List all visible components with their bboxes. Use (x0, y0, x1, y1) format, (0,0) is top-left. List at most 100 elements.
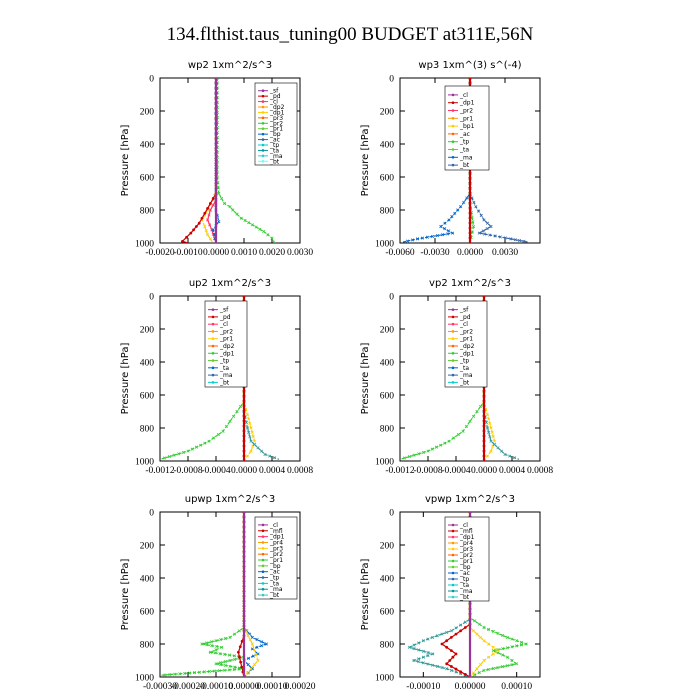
series-line (160, 512, 245, 676)
data-point (487, 667, 491, 672)
legend-marker (261, 94, 265, 98)
data-point (407, 455, 411, 459)
data-point (445, 645, 449, 649)
data-point (468, 221, 472, 225)
legend-label: _dp2 (269, 104, 285, 111)
data-point (242, 424, 246, 428)
data-point (244, 420, 248, 425)
data-point (449, 668, 453, 672)
y-tick-label: 800 (380, 425, 395, 435)
data-point (482, 399, 486, 403)
data-point (167, 455, 171, 459)
legend-label: _mfl (459, 528, 473, 535)
data-point (410, 238, 415, 242)
data-point (487, 627, 491, 632)
y-tick-label: 0 (149, 509, 154, 519)
y-tick-label: 800 (140, 425, 155, 435)
legend-marker (451, 163, 455, 167)
data-point (470, 230, 474, 234)
x-tick-label: -0.0004 (441, 466, 471, 476)
data-point (482, 218, 486, 222)
data-point (209, 640, 213, 644)
data-point (440, 642, 444, 646)
y-tick-label: 600 (140, 392, 155, 402)
y-tick-label: 1000 (375, 674, 394, 684)
data-point (173, 672, 177, 676)
data-point (463, 672, 467, 676)
data-point (259, 449, 264, 453)
data-point (515, 644, 519, 648)
data-point (468, 196, 472, 200)
data-point (227, 668, 231, 672)
data-point (231, 414, 236, 419)
series-line (469, 512, 529, 677)
data-point (203, 211, 207, 215)
data-point (468, 81, 472, 85)
data-point (168, 672, 172, 677)
data-point (216, 433, 220, 437)
data-point (445, 667, 449, 671)
legend-label: _dp1 (269, 534, 285, 541)
data-point (247, 656, 251, 660)
legend-label: _dp2 (459, 343, 475, 350)
data-point (218, 652, 222, 656)
x-tick-label: 0.0030 (287, 248, 313, 258)
data-point (263, 452, 267, 456)
legend-marker (261, 535, 265, 538)
legend-marker (261, 149, 265, 152)
y-tick-label: 0 (149, 293, 154, 303)
data-point (425, 235, 430, 239)
data-point (435, 634, 439, 638)
data-point (242, 296, 246, 298)
y-tick-label: 0 (149, 75, 154, 85)
x-tick-label: 0.00020 (285, 682, 316, 692)
legend-marker (261, 143, 265, 147)
data-point (270, 236, 274, 240)
data-point (188, 671, 192, 675)
data-point (491, 649, 495, 653)
data-point (501, 653, 505, 657)
y-tick-label: 800 (380, 207, 395, 217)
data-point (443, 441, 447, 445)
legend-marker (451, 583, 455, 587)
data-point (235, 212, 239, 216)
data-point (468, 206, 472, 210)
data-point (463, 620, 467, 624)
data-point (487, 655, 491, 659)
legend-label: _tp (459, 576, 469, 583)
legend-label: _dp2 (219, 343, 235, 350)
data-point (468, 236, 472, 240)
legend-marker (451, 308, 455, 311)
series-line (469, 193, 529, 243)
legend-label: _pr2 (459, 108, 473, 115)
data-point (496, 649, 500, 653)
data-point (443, 227, 447, 231)
data-point (488, 435, 492, 439)
data-point (242, 434, 246, 438)
data-point (440, 665, 444, 670)
data-point (449, 629, 453, 633)
data-point (482, 668, 486, 672)
data-point (245, 671, 250, 675)
legend-marker (261, 564, 265, 568)
plot-frame (159, 511, 301, 678)
data-point (222, 201, 226, 205)
data-point (505, 664, 509, 668)
data-point (264, 642, 268, 646)
legend-marker (451, 373, 455, 377)
legend-marker (451, 124, 455, 128)
data-point (459, 623, 463, 627)
data-point (242, 419, 246, 423)
data-point (240, 639, 244, 643)
data-point (430, 447, 434, 451)
data-point (185, 235, 189, 239)
data-point (247, 430, 251, 434)
data-point (405, 239, 409, 243)
data-point (485, 413, 490, 417)
legend-marker (261, 576, 265, 579)
data-point (177, 452, 181, 456)
plot-frame (159, 77, 301, 244)
data-point (246, 634, 250, 638)
x-tick-label: -0.00010 (406, 682, 440, 692)
